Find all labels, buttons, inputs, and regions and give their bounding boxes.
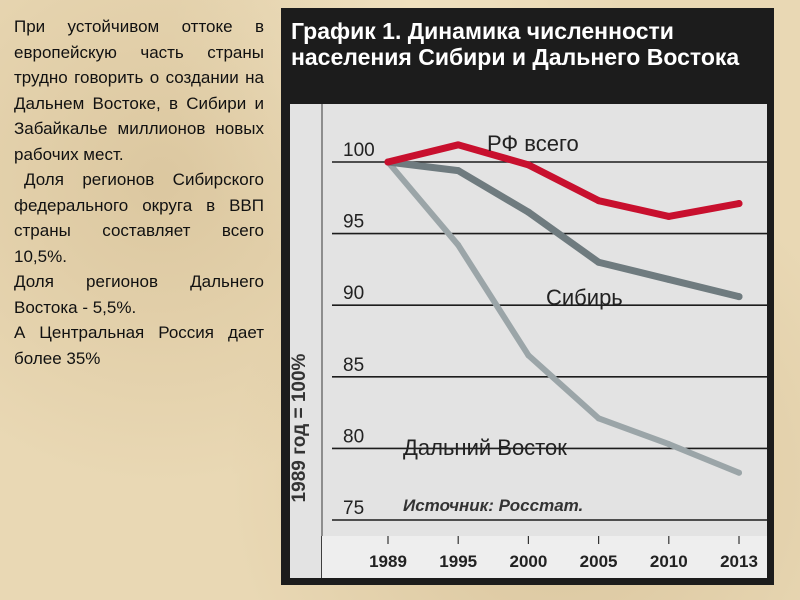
- series-2-point-2000: [525, 352, 532, 359]
- y-tick-label-85: 85: [343, 355, 364, 376]
- series-2-point-2005: [595, 415, 602, 422]
- y-tick-label-95: 95: [343, 212, 364, 233]
- series-label-1: Сибирь: [546, 285, 623, 310]
- series-0-point-2013: [735, 200, 743, 208]
- y-tick-label-100: 100: [343, 140, 375, 161]
- series-label-2: Дальний Восток: [403, 435, 567, 460]
- series-line-0: [384, 141, 743, 220]
- x-tick-label-2010: 2010: [650, 552, 688, 571]
- x-tick-label-1989: 1989: [369, 552, 407, 571]
- y-tick-label-90: 90: [343, 283, 364, 304]
- x-tick-label-2005: 2005: [580, 552, 618, 571]
- series-2-point-2010: [665, 441, 672, 448]
- series-1-point-2013: [735, 293, 743, 301]
- series-0-point-2005: [595, 197, 603, 205]
- series-0-point-1989: [384, 158, 392, 166]
- series-2-point-1995: [455, 242, 462, 249]
- series-1-point-2000: [524, 208, 532, 216]
- x-tick-label-1995: 1995: [439, 552, 477, 571]
- y-tick-label-75: 75: [343, 498, 364, 519]
- series-2-point-2013: [736, 469, 742, 476]
- series-line-2: [385, 159, 742, 476]
- chart-title: График 1. Динамика численности населения…: [291, 18, 740, 70]
- source-note: Источник: Росстат.: [403, 496, 583, 515]
- series-0-point-2000: [524, 161, 532, 169]
- y-axis-title: 1989 год = 100%: [289, 353, 310, 502]
- chart-panel: 75 80 85 90 95 100 1989 1995 2000 2005 2010 2013 198…: [281, 8, 774, 585]
- series-0-point-1995: [454, 141, 462, 149]
- series-0-point-2010: [665, 212, 673, 220]
- x-tick-label-2013: 2013: [720, 552, 758, 571]
- series-1-point-2005: [595, 258, 603, 266]
- x-tick-label-2000: 2000: [509, 552, 547, 571]
- series-1-point-1995: [454, 167, 462, 175]
- sidebar-text-block: При устойчивом оттоке в европейскую част…: [14, 14, 264, 371]
- x-axis-band: [322, 536, 767, 578]
- plot-area: [290, 104, 767, 536]
- paragraph-central-russia-share: А Центральная Россия дает более 35%: [14, 323, 264, 368]
- series-line-1: [384, 158, 743, 301]
- y-label-strip: [290, 104, 321, 578]
- paragraph-siberia-gdp-share: Доля регионов Сибирского федерального ок…: [14, 170, 264, 266]
- series-label-0: РФ всего: [487, 131, 579, 156]
- paragraph-fareast-gdp-share: Доля регионов Дальнего Востока - 5,5%.: [14, 272, 264, 317]
- y-tick-label-80: 80: [343, 426, 364, 447]
- population-chart: 75 80 85 90 95 100 1989 1995 2000 2005 2010 2013 198…: [289, 104, 767, 578]
- paragraph-outflow: При устойчивом оттоке в европейскую част…: [14, 17, 264, 164]
- series-1-point-2010: [665, 275, 673, 283]
